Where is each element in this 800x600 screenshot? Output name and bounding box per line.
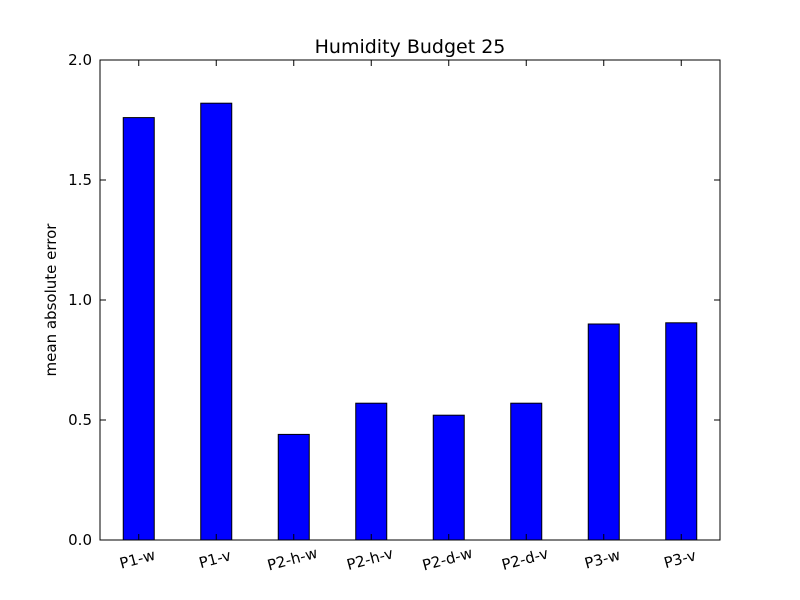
bar-P2-h-v <box>355 402 388 541</box>
x-tick-label: P3-v <box>662 546 698 572</box>
plot-frame <box>99 59 721 541</box>
bar-P2-d-v <box>510 402 543 541</box>
x-tick-label: P2-d-v <box>500 544 551 574</box>
bar-P3-v <box>665 322 698 541</box>
bar-P3-w <box>587 323 620 541</box>
y-tick-label: 0.5 <box>68 411 92 429</box>
x-tick-label: P2-h-w <box>265 544 319 575</box>
bars-group <box>122 102 698 541</box>
x-tick-label: P3-w <box>583 546 623 573</box>
bar-P2-d-w <box>432 414 465 541</box>
x-tick-label: P2-h-v <box>345 544 396 574</box>
y-tick-label: 1.0 <box>68 291 92 309</box>
chart-title: Humidity Budget 25 <box>315 36 506 58</box>
y-ticks-group: 0.0 0.5 1.0 1.5 2.0 <box>68 51 720 549</box>
x-tick-label: P1-w <box>118 546 158 573</box>
y-tick-label: 0.0 <box>68 531 92 549</box>
y-axis-label: mean absolute error <box>42 223 60 377</box>
bar-P1-w <box>122 117 155 541</box>
x-tick-label: P1-v <box>197 546 233 572</box>
bar-P2-h-w <box>277 433 310 541</box>
bar-P1-v <box>200 102 233 541</box>
x-tick-label: P2-d-w <box>420 544 474 575</box>
y-tick-label: 1.5 <box>68 171 92 189</box>
y-tick-label: 2.0 <box>68 51 92 69</box>
